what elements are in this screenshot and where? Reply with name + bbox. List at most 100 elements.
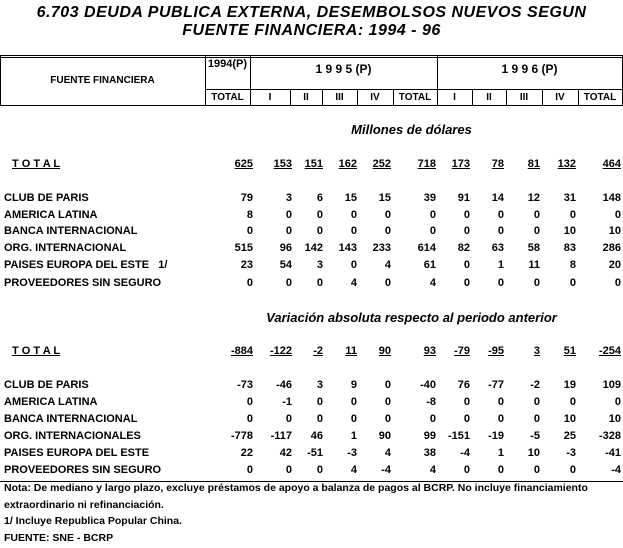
header-divider xyxy=(205,55,206,106)
total-value: -95 xyxy=(488,345,504,357)
cell-value: 0 xyxy=(533,209,540,221)
cell-value: 0 xyxy=(246,413,253,425)
cell-value: 0 xyxy=(429,413,436,425)
cell-value: 1 xyxy=(497,447,504,459)
cell-value: 0 xyxy=(614,209,621,221)
row-label: CLUB DE PARIS xyxy=(4,192,89,204)
year-1994-header: 1994(P) xyxy=(207,58,248,70)
total-value: 162 xyxy=(338,158,357,170)
cell-value: 515 xyxy=(234,242,253,254)
column-header: II xyxy=(303,92,309,103)
cell-value: 0 xyxy=(285,464,292,476)
header-mid-rule xyxy=(205,89,622,90)
cell-value: 0 xyxy=(285,225,292,237)
total-value: 51 xyxy=(563,345,576,357)
column-divider xyxy=(322,89,323,105)
cell-value: 0 xyxy=(533,413,540,425)
total-value: 718 xyxy=(417,158,436,170)
cell-value: 12 xyxy=(527,192,540,204)
total-value: 93 xyxy=(423,345,436,357)
column-divider xyxy=(506,89,507,105)
cell-value: 9 xyxy=(350,379,357,391)
cell-value: 0 xyxy=(384,413,391,425)
cell-value: 8 xyxy=(246,209,253,221)
cell-value: 0 xyxy=(316,396,323,408)
cell-value: 96 xyxy=(279,242,292,254)
total-value: 90 xyxy=(378,345,391,357)
cell-value: 58 xyxy=(527,242,540,254)
cell-value: -4 xyxy=(381,464,391,476)
column-header: I xyxy=(453,92,456,103)
total-value: -254 xyxy=(598,345,621,357)
cell-value: 6 xyxy=(316,192,323,204)
cell-value: 99 xyxy=(423,430,436,442)
row-label: PAISES EUROPA DEL ESTE xyxy=(4,447,150,459)
cell-value: 0 xyxy=(614,277,621,289)
cell-value: 90 xyxy=(378,430,391,442)
cell-value: 0 xyxy=(533,396,540,408)
cell-value: 0 xyxy=(569,277,576,289)
cell-value: 15 xyxy=(378,192,391,204)
cell-value: 10 xyxy=(608,225,621,237)
total-value: 3 xyxy=(533,345,540,357)
header-bottom-rule xyxy=(0,105,623,106)
row-label: AMERICA LATINA xyxy=(4,209,98,221)
cell-value: 11 xyxy=(528,259,540,271)
cell-value: 0 xyxy=(316,464,323,476)
cell-value: -2 xyxy=(530,379,540,391)
title-line-2: FUENTE FINANCIERA: 1994 - 96 xyxy=(182,22,441,39)
cell-value: 0 xyxy=(463,464,470,476)
cell-value: 0 xyxy=(569,464,576,476)
total-value: 625 xyxy=(234,158,253,170)
cell-value: -19 xyxy=(488,430,504,442)
note-line: 1/ Incluye Republica Popular China. xyxy=(4,515,182,527)
cell-value: 3 xyxy=(316,259,323,271)
cell-value: -778 xyxy=(230,430,253,442)
cell-value: 4 xyxy=(429,464,436,476)
total-value: -884 xyxy=(230,345,253,357)
cell-value: 0 xyxy=(285,413,292,425)
cell-value: -46 xyxy=(276,379,292,391)
cell-value: 8 xyxy=(569,259,576,271)
column-divider xyxy=(357,89,358,105)
column-divider xyxy=(393,89,394,105)
cell-value: 0 xyxy=(246,396,253,408)
cell-value: 0 xyxy=(285,277,292,289)
total-value: 81 xyxy=(527,158,540,170)
cell-value: 109 xyxy=(602,379,621,391)
cell-value: 0 xyxy=(497,225,504,237)
note-line: Nota: De mediano y largo plazo, excluye … xyxy=(4,482,588,494)
notes-rule xyxy=(0,481,623,482)
cell-value: 0 xyxy=(463,259,470,271)
cell-value: -51 xyxy=(307,447,323,459)
cell-value: 0 xyxy=(350,209,357,221)
total-label: T O T A L xyxy=(12,345,61,357)
cell-value: 0 xyxy=(497,277,504,289)
total-value: 132 xyxy=(557,158,576,170)
cell-value: 22 xyxy=(240,447,253,459)
row-label: PROVEEDORES SIN SEGURO xyxy=(4,464,162,476)
total-value: 78 xyxy=(491,158,504,170)
total-value: 153 xyxy=(273,158,292,170)
cell-value: 63 xyxy=(491,242,504,254)
cell-value: 0 xyxy=(316,277,323,289)
cell-value: 39 xyxy=(423,192,436,204)
cell-value: 46 xyxy=(310,430,323,442)
header-divider xyxy=(437,55,438,106)
cell-value: 0 xyxy=(569,396,576,408)
cell-value: 0 xyxy=(497,209,504,221)
row-label: PAISES EUROPA DEL ESTE 1/ xyxy=(4,259,168,271)
row-label: ORG. INTERNACIONALES xyxy=(4,430,141,442)
cell-value: -4 xyxy=(611,464,621,476)
row-label: AMERICA LATINA xyxy=(4,396,98,408)
cell-value: 0 xyxy=(533,225,540,237)
column-divider xyxy=(542,89,543,105)
total-value: 464 xyxy=(602,158,621,170)
cell-value: 61 xyxy=(423,259,436,271)
cell-value: 0 xyxy=(497,464,504,476)
cell-value: -73 xyxy=(237,379,253,391)
cell-value: -40 xyxy=(420,379,436,391)
row-label: ORG. INTERNACIONAL xyxy=(4,242,127,254)
cell-value: 14 xyxy=(491,192,504,204)
